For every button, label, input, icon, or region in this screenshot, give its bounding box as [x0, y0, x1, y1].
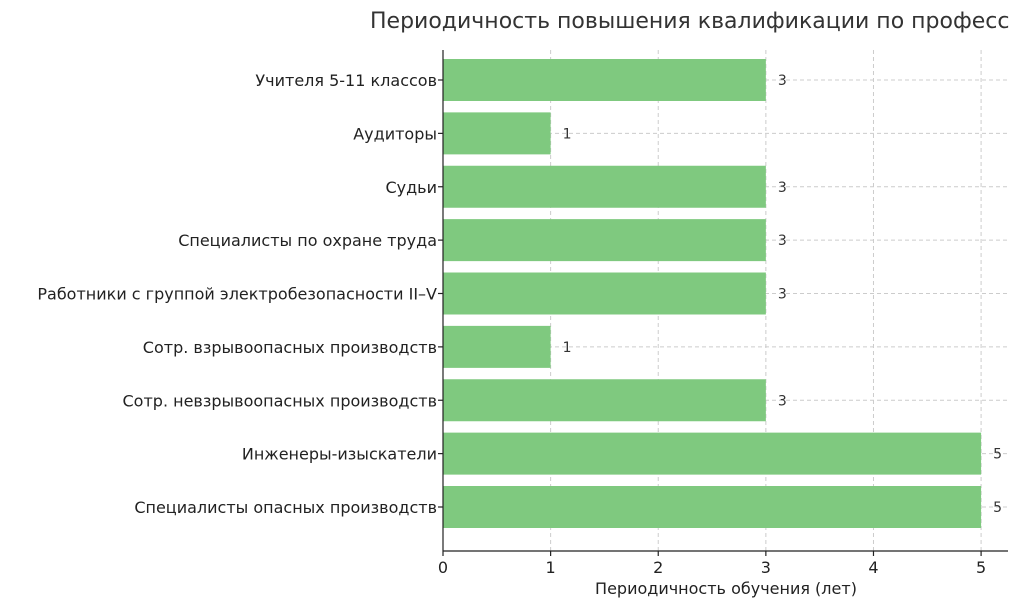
category-label: Работники с группой электробезопасности … — [37, 285, 437, 304]
category-label: Учителя 5-11 классов — [255, 71, 437, 90]
chart-title: Периодичность повышения квалификации по … — [370, 9, 1010, 34]
data-label: 1 — [563, 340, 572, 356]
data-label: 3 — [778, 180, 787, 196]
x-tick-label: 4 — [868, 558, 878, 577]
bar — [443, 165, 766, 208]
x-tick-label: 3 — [761, 558, 771, 577]
category-label: Аудиторы — [353, 124, 437, 143]
category-label: Сотр. взрывоопасных производств — [143, 338, 437, 357]
data-label: 3 — [778, 73, 787, 89]
bar — [443, 59, 766, 101]
x-axis-label: Периодичность обучения (лет) — [595, 579, 857, 598]
x-tick-label: 0 — [438, 558, 448, 577]
bar — [443, 112, 551, 155]
x-tick-label: 5 — [976, 558, 986, 577]
bar — [443, 272, 766, 315]
bar — [443, 219, 766, 262]
data-label: 3 — [778, 287, 787, 303]
labels: 0 1 2 3 4 5 Учителя 5-11 классов 3 Аудиторы 1 Судь… — [37, 71, 1002, 577]
category-label: Инженеры-изыскатели — [242, 445, 437, 464]
category-label: Судьи — [385, 178, 437, 197]
data-label: 5 — [993, 447, 1002, 463]
bar — [443, 486, 982, 528]
category-label: Специалисты по охране труда — [178, 231, 437, 250]
axes — [442, 50, 1008, 552]
bars — [443, 59, 982, 528]
category-label: Специалисты опасных производств — [134, 498, 437, 517]
data-label: 1 — [563, 126, 572, 142]
data-label: 3 — [778, 393, 787, 409]
data-label: 3 — [778, 233, 787, 249]
x-tick-label: 2 — [653, 558, 663, 577]
data-label: 5 — [993, 500, 1002, 516]
bar — [443, 379, 766, 422]
bar — [443, 325, 551, 368]
bar — [443, 432, 982, 475]
category-label: Сотр. невзрывоопасных производств — [123, 391, 438, 410]
x-tick-label: 1 — [546, 558, 556, 577]
